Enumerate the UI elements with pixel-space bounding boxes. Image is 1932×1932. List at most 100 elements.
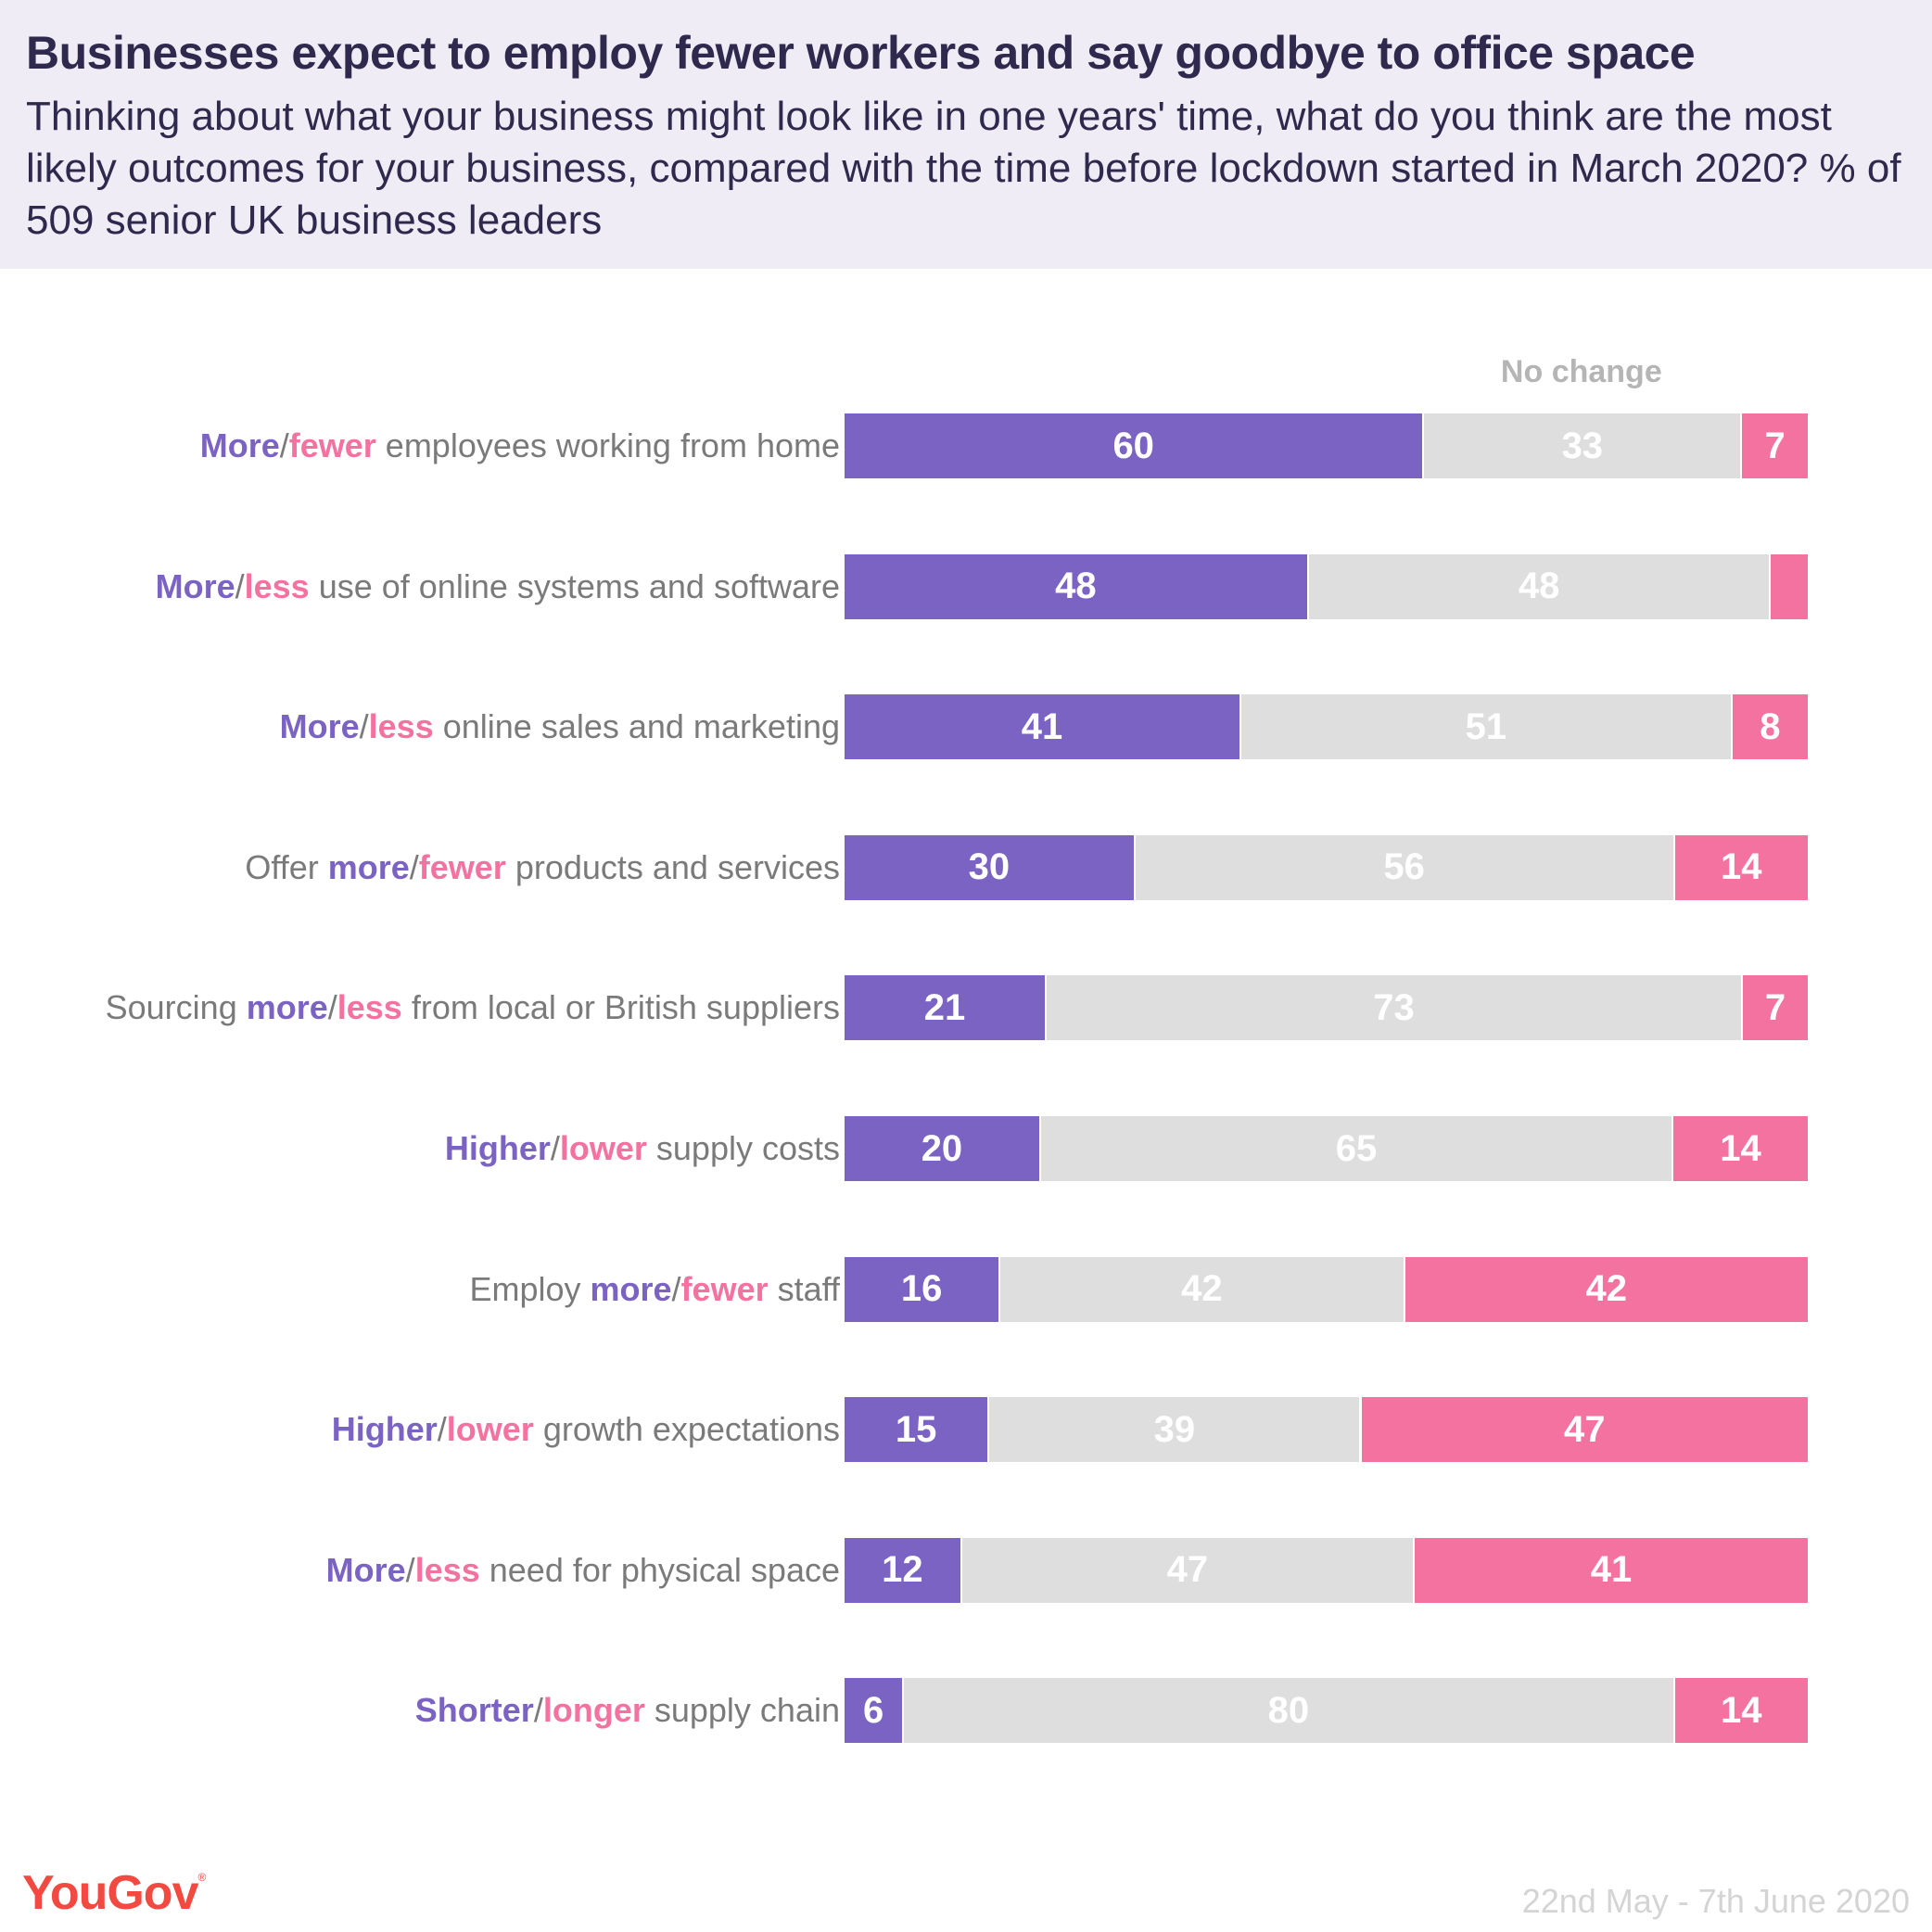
data-label: 33 [1561, 425, 1604, 466]
label-separator: / [279, 426, 289, 464]
segment-no-change: 39 [987, 1397, 1360, 1463]
segment-negative: 14 [1671, 1116, 1808, 1181]
fieldwork-date: 22nd May - 7th June 2020 [1521, 1882, 1910, 1920]
data-label: 73 [1373, 986, 1415, 1028]
segment-negative: 14 [1672, 1678, 1808, 1744]
data-label: 6 [863, 1689, 884, 1731]
data-label: 7 [1764, 986, 1786, 1028]
data-label: 42 [1585, 1268, 1628, 1310]
category-label: More/fewer employees working from home [200, 426, 840, 465]
label-negative-term: less [368, 707, 434, 746]
label-suffix: use of online systems and software [309, 566, 840, 605]
data-label: 16 [900, 1268, 943, 1310]
label-negative-term: fewer [680, 1269, 769, 1308]
label-negative-term: lower [559, 1129, 647, 1167]
label-negative-term: fewer [288, 426, 376, 464]
category-label: More/less need for physical space [326, 1551, 840, 1590]
category-label: Higher/lower growth expectations [332, 1410, 840, 1449]
label-positive-term: more [246, 988, 328, 1027]
segment-positive: 20 [845, 1116, 1039, 1181]
label-negative-term: less [337, 988, 402, 1027]
segment-negative: 14 [1672, 834, 1808, 900]
header-band: Businesses expect to employ fewer worker… [0, 0, 1932, 269]
data-label: 42 [1181, 1268, 1223, 1310]
category-label: Offer more/fewer products and services [245, 848, 840, 887]
data-label: 30 [968, 846, 1010, 888]
segment-no-change: 65 [1038, 1116, 1672, 1181]
label-positive-term: More [199, 426, 280, 464]
category-label: Sourcing more/less from local or British… [106, 988, 840, 1027]
segment-positive: 16 [845, 1256, 999, 1322]
label-positive-term: More [155, 566, 235, 605]
label-suffix: growth expectations [533, 1410, 840, 1449]
yougov-logo: YouGov® [22, 1865, 206, 1921]
segment-no-change: 51 [1239, 694, 1731, 760]
data-label: 65 [1335, 1127, 1378, 1169]
label-positive-term: More [325, 1550, 406, 1589]
label-negative-term: less [414, 1550, 480, 1589]
segment-positive: 48 [845, 553, 1307, 619]
label-separator: / [409, 847, 419, 886]
label-positive-term: Higher [331, 1410, 438, 1449]
label-separator: / [437, 1410, 447, 1449]
segment-no-change: 48 [1306, 553, 1770, 619]
label-suffix: need for physical space [479, 1550, 840, 1589]
label-positive-term: More [279, 707, 360, 746]
data-label: 47 [1166, 1549, 1209, 1591]
segment-positive: 60 [845, 413, 1423, 478]
category-label: Employ more/fewer staff [469, 1270, 840, 1309]
label-positive-term: more [327, 847, 410, 886]
chart-subtitle: Thinking about what your business might … [26, 94, 1901, 243]
data-label: 14 [1721, 1689, 1762, 1731]
segment-no-change: 42 [998, 1256, 1404, 1322]
category-label: More/less use of online systems and soft… [156, 567, 840, 606]
label-suffix: supply costs [646, 1129, 840, 1167]
label-suffix: from local or British suppliers [401, 988, 840, 1027]
segment-no-change: 80 [902, 1678, 1673, 1744]
label-separator: / [671, 1269, 681, 1308]
label-separator: / [550, 1129, 560, 1167]
label-separator: / [359, 707, 369, 746]
segment-positive: 15 [845, 1397, 988, 1463]
category-label: Shorter/longer supply chain [415, 1691, 840, 1730]
legend-no-change: No change [1500, 354, 1662, 389]
data-label: 41 [1590, 1549, 1633, 1591]
label-separator: / [533, 1691, 543, 1730]
data-label: 14 [1721, 846, 1762, 888]
segment-no-change: 33 [1422, 413, 1741, 478]
segment-positive: 12 [845, 1537, 960, 1603]
label-suffix: supply chain [644, 1691, 840, 1730]
label-suffix: employees working from home [375, 426, 840, 464]
data-label: 7 [1764, 425, 1786, 466]
data-label: 21 [923, 986, 966, 1028]
segment-positive: 41 [845, 694, 1239, 760]
label-positive-term: more [590, 1269, 672, 1308]
label-negative-term: lower [446, 1410, 534, 1449]
label-positive-term: Shorter [414, 1691, 534, 1730]
label-negative-term: fewer [418, 847, 506, 886]
label-suffix: staff [768, 1269, 840, 1308]
label-suffix: products and services [505, 847, 840, 886]
label-negative-term: longer [542, 1691, 645, 1730]
data-label: 41 [1021, 705, 1063, 747]
data-label: 15 [895, 1408, 937, 1450]
category-label: More/less online sales and marketing [280, 707, 840, 746]
segment-positive: 21 [845, 975, 1046, 1041]
label-suffix: online sales and marketing [433, 707, 840, 746]
label-prefix: Sourcing [105, 988, 247, 1027]
data-label: 47 [1563, 1408, 1606, 1450]
segment-positive: 6 [845, 1678, 903, 1744]
data-label: 60 [1112, 425, 1154, 466]
label-separator: / [235, 566, 245, 605]
data-label: 12 [882, 1549, 923, 1591]
chart-title: Businesses expect to employ fewer worker… [26, 27, 1696, 79]
segment-no-change: 56 [1133, 834, 1673, 900]
segment-no-change: 47 [960, 1537, 1413, 1603]
registered-mark-icon: ® [197, 1871, 206, 1884]
label-prefix: Employ [469, 1269, 591, 1308]
data-label: 56 [1383, 846, 1425, 888]
data-label: 48 [1055, 566, 1097, 607]
segment-negative [1769, 553, 1808, 619]
segment-positive: 30 [845, 834, 1134, 900]
data-label: 80 [1267, 1689, 1310, 1731]
